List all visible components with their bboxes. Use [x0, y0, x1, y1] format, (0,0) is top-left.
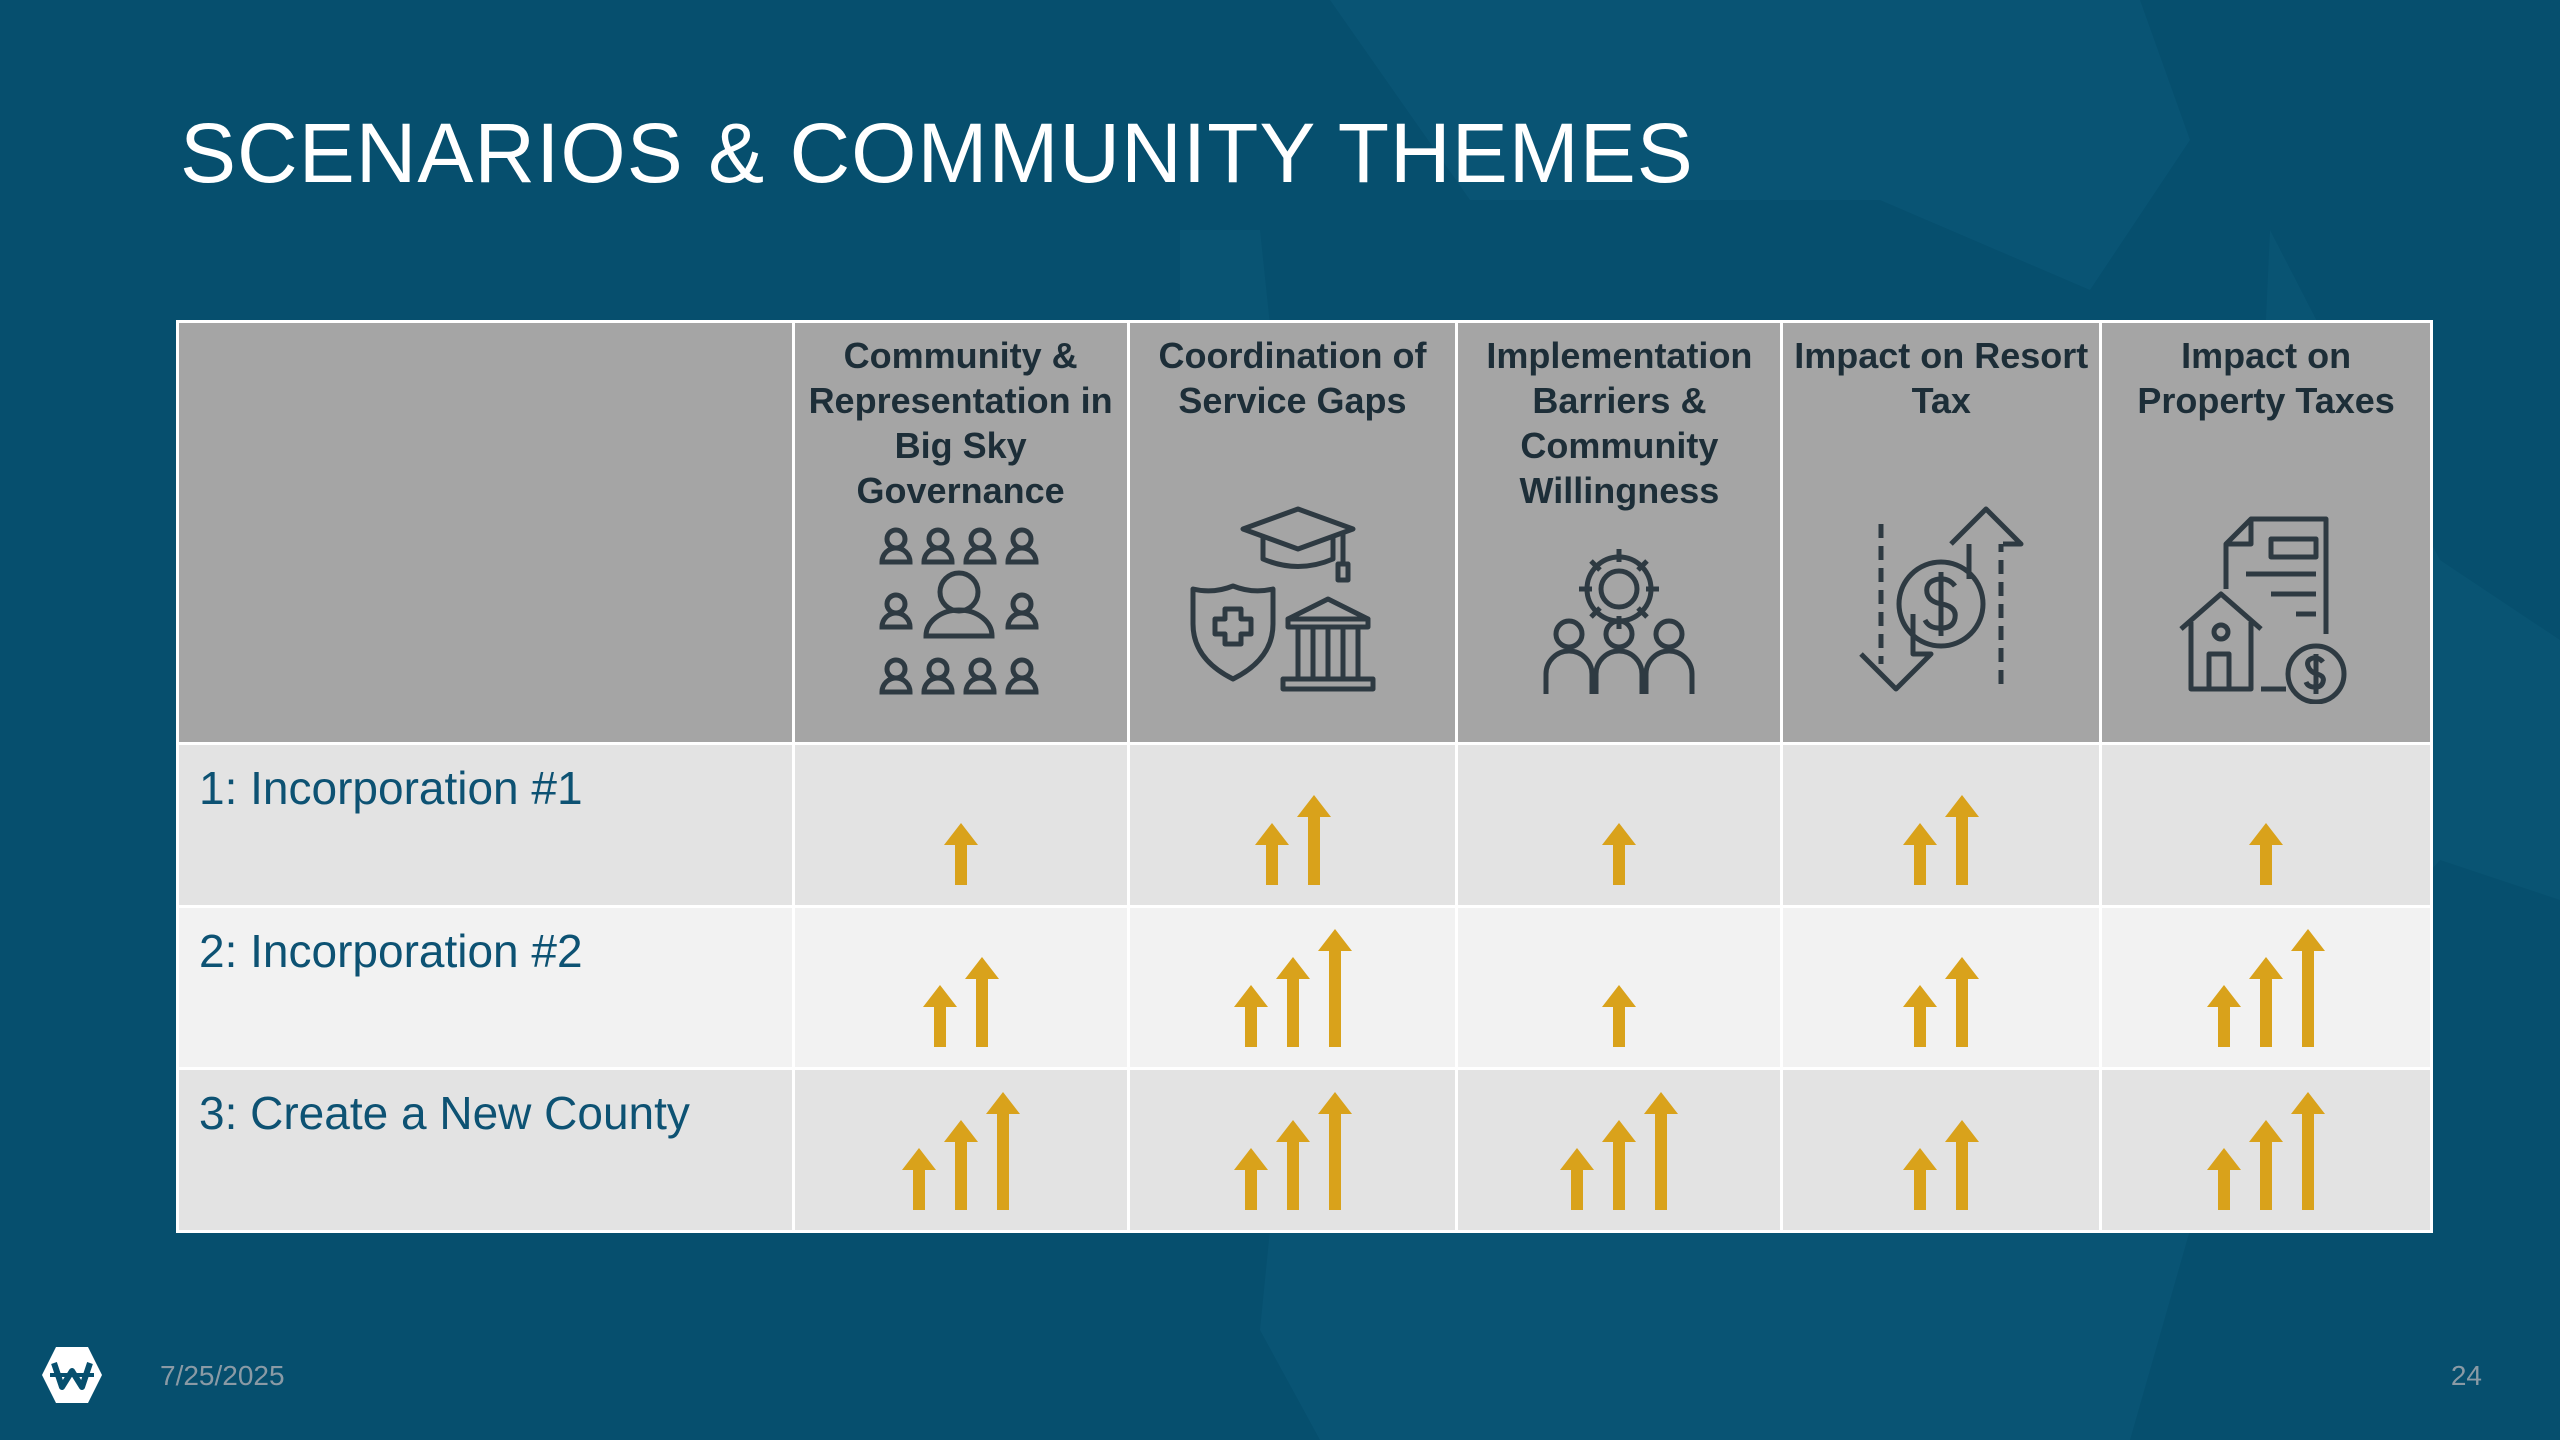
up-arrow-icon — [964, 957, 999, 1048]
up-arrow-icon — [1903, 985, 1938, 1048]
up-arrow-icon — [2291, 929, 2326, 1048]
up-arrow-icon — [985, 1092, 1020, 1210]
header-cell: Implementation Barriers & Community Will… — [1455, 319, 1784, 746]
rating-cell — [1126, 904, 1459, 1071]
column-header-label: Impact on Resort Tax — [1794, 335, 2089, 421]
header-empty-cell — [176, 319, 795, 746]
up-arrow-icon — [943, 1120, 978, 1210]
services-shield-graduation-bank-icon — [1130, 504, 1456, 704]
rating-cell — [1455, 1067, 1784, 1233]
rating-arrows — [1130, 929, 1456, 1048]
up-arrow-icon — [1296, 794, 1331, 885]
table-header-row: Community & Representation in Big Sky Go… — [176, 319, 2433, 746]
rating-cell — [791, 904, 1130, 1071]
slide-page-number: 24 — [2450, 1360, 2482, 1391]
up-arrow-icon — [943, 822, 978, 885]
rating-cell — [1780, 1067, 2103, 1233]
table-row: 2: Incorporation #2 — [176, 904, 2433, 1071]
up-arrow-icon — [1275, 957, 1310, 1048]
rating-cell — [791, 1067, 1130, 1233]
rating-arrows — [2102, 1092, 2430, 1210]
rating-cell — [791, 742, 1130, 908]
rating-cell — [2099, 1067, 2433, 1233]
table-row: 1: Incorporation #1 — [176, 742, 2433, 908]
team-gear-icon — [1458, 534, 1780, 704]
up-arrow-icon — [1602, 822, 1637, 885]
up-arrow-icon — [2207, 985, 2242, 1048]
up-arrow-icon — [1644, 1092, 1679, 1210]
column-header-label: Community & Representation in Big Sky Go… — [808, 335, 1113, 511]
rating-arrows — [1783, 957, 2099, 1048]
up-arrow-icon — [1903, 822, 1938, 885]
rating-arrows — [1783, 1120, 2099, 1210]
slide-title: SCENARIOS & COMMUNITY THEMES — [180, 106, 1694, 200]
rating-cell — [1455, 904, 1784, 1071]
up-arrow-icon — [1317, 929, 1352, 1048]
header-cell: Impact on Property Taxes — [2099, 319, 2433, 746]
row-label: 2: Incorporation #2 — [176, 904, 795, 1071]
rating-cell — [1780, 742, 2103, 908]
column-header-label: Coordination of Service Gaps — [1158, 335, 1427, 421]
column-header-label: Impact on Property Taxes — [2137, 335, 2395, 421]
up-arrow-icon — [1903, 1148, 1938, 1210]
up-arrow-icon — [922, 985, 957, 1048]
rating-arrows — [2102, 822, 2430, 885]
header-cell: Community & Representation in Big Sky Go… — [791, 319, 1130, 746]
rating-arrows — [1458, 822, 1780, 885]
header-cell: Coordination of Service Gaps — [1126, 319, 1459, 746]
rating-arrows — [1783, 794, 2099, 885]
up-arrow-icon — [1275, 1120, 1310, 1210]
row-label: 1: Incorporation #1 — [176, 742, 795, 908]
up-arrow-icon — [1602, 985, 1637, 1048]
up-arrow-icon — [1317, 1092, 1352, 1210]
dollar-up-down-arrows-icon — [1783, 504, 2099, 704]
rating-arrows — [795, 822, 1127, 885]
property-tax-document-icon — [2102, 514, 2430, 705]
community-people-icon — [795, 524, 1127, 704]
rating-cell — [1126, 1067, 1459, 1233]
rating-arrows — [2102, 929, 2430, 1048]
up-arrow-icon — [1945, 957, 1980, 1048]
up-arrow-icon — [1233, 1148, 1268, 1210]
rating-arrows — [1130, 794, 1456, 885]
header-cell: Impact on Resort Tax — [1780, 319, 2103, 746]
up-arrow-icon — [1233, 985, 1268, 1048]
up-arrow-icon — [1945, 794, 1980, 885]
up-arrow-icon — [1945, 1120, 1980, 1210]
organization-logo — [42, 1347, 102, 1403]
up-arrow-icon — [1254, 822, 1289, 885]
rating-cell — [1455, 742, 1784, 908]
scenario-table: Community & Representation in Big Sky Go… — [176, 319, 2433, 1233]
up-arrow-icon — [2249, 957, 2284, 1048]
up-arrow-icon — [1602, 1120, 1637, 1210]
slide-date: 7/25/2025 — [160, 1360, 285, 1391]
column-header-label: Implementation Barriers & Community Will… — [1486, 335, 1753, 511]
up-arrow-icon — [1560, 1148, 1595, 1210]
up-arrow-icon — [2249, 1120, 2284, 1210]
rating-cell — [2099, 904, 2433, 1071]
up-arrow-icon — [901, 1148, 936, 1210]
rating-arrows — [1458, 1092, 1780, 1210]
rating-cell — [1126, 742, 1459, 908]
rating-arrows — [1458, 985, 1780, 1048]
table-row: 3: Create a New County — [176, 1067, 2433, 1233]
rating-arrows — [1130, 1092, 1456, 1210]
up-arrow-icon — [2249, 822, 2284, 885]
rating-cell — [2099, 742, 2433, 908]
rating-arrows — [795, 1092, 1127, 1210]
rating-arrows — [795, 957, 1127, 1048]
up-arrow-icon — [2207, 1148, 2242, 1210]
rating-cell — [1780, 904, 2103, 1071]
up-arrow-icon — [2291, 1092, 2326, 1210]
row-label: 3: Create a New County — [176, 1067, 795, 1233]
